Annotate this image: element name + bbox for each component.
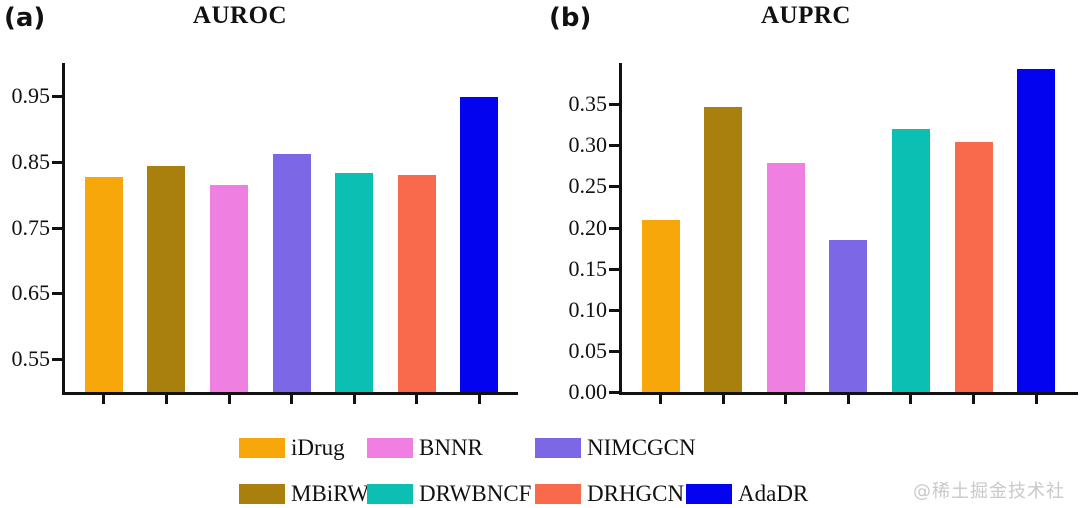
y-tick xyxy=(609,267,619,271)
legend-item-DRWBNCF: DRWBNCF xyxy=(367,482,531,506)
x-tick-AdaDR xyxy=(1034,395,1038,404)
watermark: @稀土掘金技术社区 xyxy=(913,481,1065,508)
bar-NIMCGCN xyxy=(829,239,868,392)
y-tick-label: 0.55 xyxy=(11,346,51,372)
y-tick-label: 0.30 xyxy=(568,132,608,158)
y-tick-label: 0.00 xyxy=(568,379,608,404)
chart-b-title: AUPRC xyxy=(761,2,851,29)
x-tick-BNNR xyxy=(784,395,788,404)
legend-label-BNNR: BNNR xyxy=(419,435,483,460)
y-tick-label: 0.85 xyxy=(11,148,51,174)
y-tick-label: 0.75 xyxy=(11,214,51,240)
legend-swatch-AdaDR xyxy=(686,484,732,504)
y-tick-label: 0.10 xyxy=(568,296,608,322)
legend-swatch-MBiRW xyxy=(239,484,285,504)
y-tick-label: 0.05 xyxy=(568,337,608,363)
bar-NIMCGCN xyxy=(272,153,311,392)
legend-item-iDrug: iDrug xyxy=(239,436,345,460)
y-tick-label: 0.15 xyxy=(568,255,608,281)
x-tick-NIMCGCN xyxy=(846,395,850,404)
y-tick-label: 0.95 xyxy=(11,82,51,108)
legend-item-DRHGCN: DRHGCN xyxy=(535,482,684,506)
legend-swatch-NIMCGCN xyxy=(535,438,581,458)
bar-iDrug xyxy=(84,177,123,392)
legend-item-BNNR: BNNR xyxy=(367,436,483,460)
bar-iDrug xyxy=(641,220,680,392)
x-tick-MBiRW xyxy=(721,395,725,404)
y-tick xyxy=(609,391,619,394)
legend-label-NIMCGCN: NIMCGCN xyxy=(587,435,696,460)
legend-swatch-BNNR xyxy=(367,438,413,458)
x-axis xyxy=(619,392,1078,395)
y-tick xyxy=(609,185,619,189)
bar-DRWBNCF xyxy=(335,172,374,392)
y-tick xyxy=(609,226,619,230)
x-tick-AdaDR xyxy=(477,395,481,404)
x-tick-BNNR xyxy=(227,395,231,404)
legend-item-AdaDR: AdaDR xyxy=(686,482,808,506)
y-tick xyxy=(52,226,62,230)
bar-AdaDR xyxy=(460,96,499,392)
legend-label-MBiRW: MBiRW xyxy=(291,481,369,506)
legend-item-NIMCGCN: NIMCGCN xyxy=(535,436,696,460)
x-tick-DRHGCN xyxy=(972,395,975,404)
x-tick-iDrug xyxy=(102,395,106,404)
x-tick-iDrug xyxy=(659,395,662,404)
y-tick xyxy=(52,160,62,164)
legend-swatch-DRHGCN xyxy=(535,484,581,504)
bar-DRHGCN xyxy=(954,141,993,392)
legend-label-DRWBNCF: DRWBNCF xyxy=(419,481,532,506)
x-tick-NIMCGCN xyxy=(290,395,294,404)
y-tick xyxy=(609,144,619,148)
x-tick-DRWBNCF xyxy=(352,395,356,404)
chart-a-title: AUROC xyxy=(192,2,288,29)
bar-BNNR xyxy=(766,163,805,392)
y-tick xyxy=(52,94,62,98)
y-axis xyxy=(619,63,622,395)
bar-MBiRW xyxy=(147,166,186,392)
x-axis xyxy=(62,392,518,395)
legend-swatch-DRWBNCF xyxy=(367,484,413,504)
y-tick xyxy=(52,292,62,296)
y-axis xyxy=(62,63,65,395)
legend-swatch-iDrug xyxy=(239,438,285,458)
x-tick-DRWBNCF xyxy=(909,395,913,404)
x-tick-DRHGCN xyxy=(415,395,419,404)
y-tick xyxy=(52,358,62,362)
legend-item-MBiRW: MBiRW xyxy=(239,482,369,506)
y-tick-label: 0.25 xyxy=(568,173,608,199)
y-tick xyxy=(609,349,619,353)
y-tick-label: 0.65 xyxy=(11,280,51,306)
legend-label-AdaDR: AdaDR xyxy=(738,481,809,506)
y-tick xyxy=(609,103,619,107)
panel-a-label: (a) xyxy=(4,3,46,33)
x-tick-MBiRW xyxy=(164,395,168,404)
bar-DRHGCN xyxy=(397,174,436,392)
y-tick xyxy=(609,308,619,312)
legend-label-iDrug: iDrug xyxy=(291,435,345,460)
y-tick-label: 0.20 xyxy=(568,214,608,240)
bar-BNNR xyxy=(210,185,248,392)
bar-AdaDR xyxy=(1017,68,1056,392)
y-tick-label: 0.35 xyxy=(568,91,608,117)
legend-label-DRHGCN: DRHGCN xyxy=(587,481,685,506)
bar-MBiRW xyxy=(704,107,743,392)
bar-DRWBNCF xyxy=(891,128,930,392)
panel-b-label: (b) xyxy=(549,3,592,33)
